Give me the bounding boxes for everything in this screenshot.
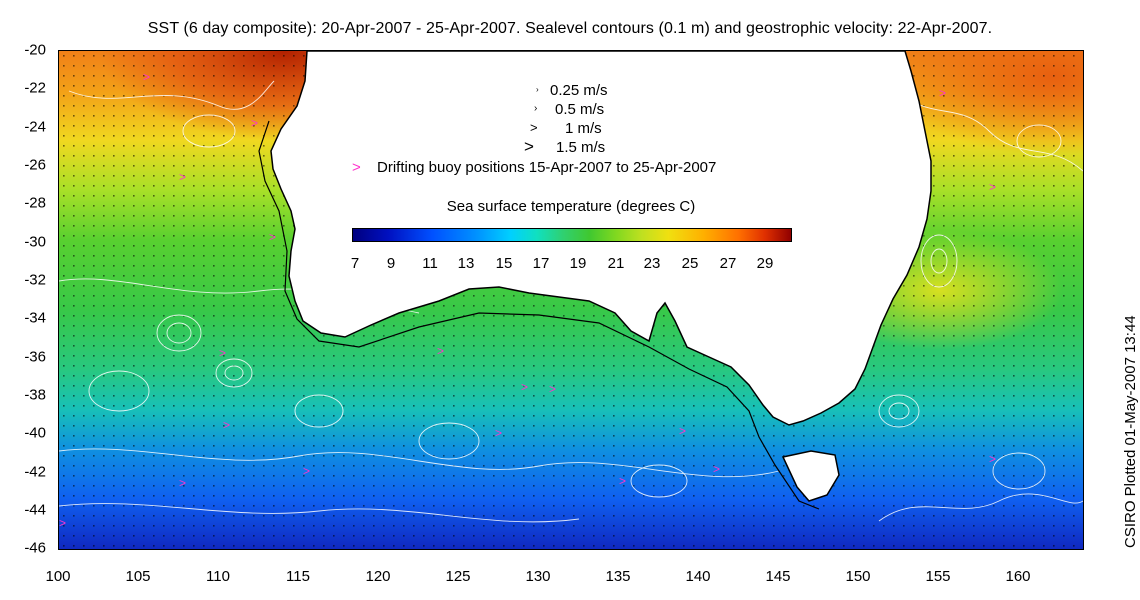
y-tick-label: -38 bbox=[24, 386, 46, 404]
small-arrow-icon: › bbox=[534, 103, 538, 114]
svg-text:>: > bbox=[939, 86, 946, 100]
sst-colorbar bbox=[352, 228, 792, 242]
sealevel-contours bbox=[59, 80, 1083, 523]
colorbar-tick-label: 7 bbox=[350, 255, 360, 272]
legend-velocity-label: 0.25 m/s bbox=[550, 82, 608, 99]
x-tick-label: 160 bbox=[1005, 568, 1031, 585]
svg-text:>: > bbox=[59, 516, 66, 530]
x-tick-label: 155 bbox=[925, 568, 951, 585]
svg-text:>: > bbox=[989, 180, 996, 194]
y-tick-label: -30 bbox=[24, 233, 46, 251]
svg-text:>: > bbox=[251, 116, 258, 130]
svg-text:>: > bbox=[143, 70, 150, 84]
x-tick-label: 145 bbox=[765, 568, 791, 585]
colorbar-tick-label: 13 bbox=[457, 255, 475, 272]
colorbar-tick-label: 23 bbox=[643, 255, 661, 272]
large-arrow-icon: > bbox=[524, 137, 534, 156]
svg-text:>: > bbox=[223, 418, 230, 432]
x-tick-label: 110 bbox=[206, 568, 230, 585]
medium-arrow-icon: > bbox=[530, 120, 538, 135]
y-tick-label: -34 bbox=[24, 309, 46, 327]
y-tick-label: -20 bbox=[24, 41, 46, 59]
colorbar-tick-label: 25 bbox=[681, 255, 699, 272]
buoy-legend-label: Drifting buoy positions 15-Apr-2007 to 2… bbox=[377, 159, 717, 176]
x-tick-label: 150 bbox=[845, 568, 871, 585]
svg-text:>: > bbox=[179, 476, 186, 490]
y-tick-label: -22 bbox=[24, 79, 46, 97]
sst-map-canvas: > > > > > > > > > > > > > > > > > > > bbox=[59, 51, 1083, 549]
y-tick-label: -32 bbox=[24, 271, 46, 289]
sst-map: > > > > > > > > > > > > > > > > > > > bbox=[58, 50, 1084, 550]
x-tick-label: 105 bbox=[125, 568, 151, 585]
colorbar-tick-label: 19 bbox=[569, 255, 587, 272]
legend-velocity-label: 1 m/s bbox=[565, 120, 602, 137]
colorbar-tick-label: 17 bbox=[532, 255, 550, 272]
svg-text:>: > bbox=[179, 170, 186, 184]
svg-text:>: > bbox=[269, 230, 276, 244]
colorbar-tick-label: 15 bbox=[495, 255, 513, 272]
y-tick-label: -46 bbox=[24, 539, 46, 557]
y-tick-label: -40 bbox=[24, 424, 46, 442]
legend-velocity-label: 1.5 m/s bbox=[556, 139, 606, 156]
svg-text:>: > bbox=[549, 382, 556, 396]
y-tick-label: -36 bbox=[24, 348, 46, 366]
svg-text:>: > bbox=[989, 452, 996, 466]
y-tick-label: -26 bbox=[24, 156, 46, 174]
y-tick-label: -42 bbox=[24, 463, 46, 481]
svg-text:>: > bbox=[219, 346, 226, 360]
x-tick-label: 120 bbox=[365, 568, 391, 585]
x-tick-label: 125 bbox=[445, 568, 471, 585]
y-tick-label: -28 bbox=[24, 194, 46, 212]
colorbar-tick-label: 11 bbox=[422, 255, 438, 272]
svg-text:>: > bbox=[437, 344, 444, 358]
legend-velocity-label: 0.5 m/s bbox=[555, 101, 605, 118]
tasmania-landmass bbox=[781, 450, 840, 502]
map-title: SST (6 day composite): 20-Apr-2007 - 25-… bbox=[147, 20, 993, 37]
svg-text:>: > bbox=[619, 474, 626, 488]
colorbar-tick-label: 9 bbox=[386, 255, 396, 272]
x-tick-label: 135 bbox=[605, 568, 631, 585]
colorbar-tick-label: 21 bbox=[607, 255, 625, 272]
plot-credit: CSIRO Plotted 01-May-2007 13:44 bbox=[1122, 315, 1139, 548]
x-tick-label: 130 bbox=[525, 568, 551, 585]
buoy-positions: > > > > > > > > > > > > > > > > > > > bbox=[59, 70, 996, 530]
x-tick-label: 140 bbox=[685, 568, 711, 585]
x-tick-label: 100 bbox=[45, 568, 71, 585]
shelf-edge-line bbox=[258, 120, 820, 510]
svg-text:>: > bbox=[521, 380, 528, 394]
buoy-marker-icon: > bbox=[352, 159, 361, 176]
y-tick-label: -24 bbox=[24, 118, 46, 136]
svg-text:>: > bbox=[679, 424, 686, 438]
x-tick-label: 115 bbox=[286, 568, 310, 585]
svg-text:>: > bbox=[303, 464, 310, 478]
svg-text:>: > bbox=[713, 462, 720, 476]
colorbar-title: Sea surface temperature (degrees C) bbox=[446, 198, 696, 215]
y-tick-label: -44 bbox=[24, 501, 46, 519]
colorbar-tick-label: 29 bbox=[756, 255, 774, 272]
colorbar-tick-label: 27 bbox=[719, 255, 737, 272]
svg-text:>: > bbox=[495, 426, 502, 440]
small-arrow-icon: › bbox=[536, 85, 539, 94]
